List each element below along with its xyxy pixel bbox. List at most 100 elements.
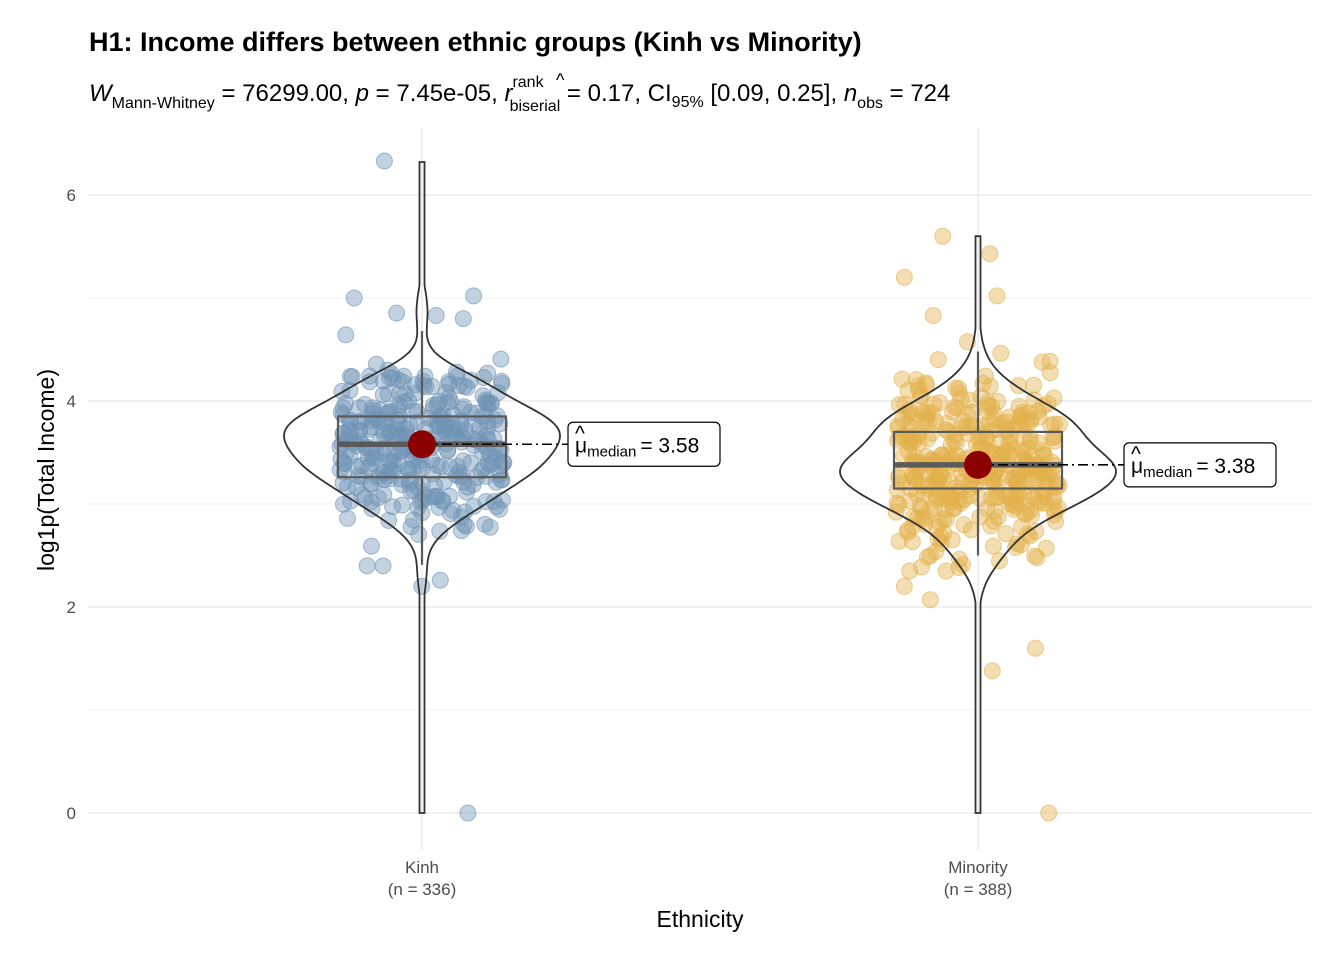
data-point	[937, 486, 955, 503]
data-point	[1041, 352, 1059, 370]
n-sub: obs	[857, 95, 883, 112]
median-label-value: = 3.58	[640, 434, 699, 457]
data-point	[341, 368, 359, 385]
data-point	[459, 804, 477, 822]
data-point	[1039, 395, 1057, 413]
data-point	[433, 491, 451, 509]
data-point	[340, 421, 358, 439]
data-point	[428, 488, 446, 506]
x-tick-label-kinh: Kinh	[405, 858, 439, 877]
data-point	[928, 518, 946, 536]
data-point	[374, 557, 392, 575]
effect-symbol: r	[504, 80, 513, 107]
data-point	[345, 289, 363, 307]
data-point	[899, 523, 917, 541]
data-point	[358, 557, 376, 575]
data-point	[1034, 465, 1052, 483]
p-value: 7.45e-05	[396, 80, 491, 107]
data-point	[997, 525, 1015, 543]
median-point	[408, 430, 436, 459]
data-point	[987, 489, 1005, 507]
data-point	[353, 457, 371, 474]
data-point	[918, 376, 935, 394]
ci-sub: 95%	[672, 94, 704, 111]
violin	[283, 161, 561, 814]
data-point	[1025, 391, 1043, 409]
data-point	[1044, 493, 1062, 511]
data-point	[363, 412, 381, 430]
data-point	[442, 392, 460, 410]
data-point	[334, 399, 352, 417]
data-point	[479, 418, 497, 436]
data-point	[890, 532, 908, 550]
group-kinh: μmedian = 3.58^	[283, 152, 721, 822]
data-point	[923, 424, 941, 442]
data-point	[919, 476, 937, 494]
data-point	[1007, 474, 1025, 492]
data-point	[424, 396, 442, 414]
violin	[839, 235, 1117, 814]
median-label-symbol: μ	[575, 434, 587, 457]
median-point	[964, 450, 992, 479]
data-point	[1008, 535, 1026, 553]
data-point	[1027, 639, 1044, 657]
effect-value: 0.17	[588, 80, 635, 107]
median-label-box	[567, 421, 721, 467]
data-point	[380, 512, 398, 529]
median-label-sub: median	[1143, 464, 1192, 481]
data-point	[1011, 408, 1029, 426]
data-point	[399, 460, 417, 478]
data-point	[492, 350, 510, 368]
data-point	[947, 379, 965, 397]
median-label-value: = 3.38	[1196, 455, 1255, 478]
data-point	[339, 478, 356, 496]
data-point	[369, 467, 387, 485]
y-axis-title: log1p(Total Income)	[33, 369, 59, 571]
data-point	[901, 492, 919, 510]
data-point	[353, 486, 371, 504]
data-point	[945, 500, 963, 518]
data-point	[942, 436, 960, 454]
data-point	[954, 556, 971, 574]
x-tick-label-minority: Minority	[948, 858, 1008, 877]
data-point	[1034, 445, 1052, 463]
data-point	[475, 459, 493, 477]
data-point	[946, 398, 964, 416]
data-point	[981, 245, 999, 263]
data-point	[979, 402, 997, 420]
data-point	[918, 548, 936, 566]
chart-title: H1: Income differs between ethnic groups…	[89, 27, 862, 57]
y-tick-label: 0	[67, 804, 76, 823]
data-point	[988, 287, 1006, 305]
data-point	[491, 500, 508, 518]
data-point	[983, 662, 1001, 680]
data-point	[366, 449, 384, 467]
y-axis-ticks: 0 2 4 6	[67, 186, 76, 823]
data-point	[934, 227, 952, 245]
data-point	[1005, 500, 1023, 518]
data-point	[1018, 505, 1035, 523]
data-point	[493, 372, 510, 390]
data-point	[961, 391, 979, 409]
data-point	[981, 377, 999, 395]
data-point	[388, 304, 406, 322]
data-point	[431, 571, 449, 589]
data-point	[375, 486, 393, 503]
box	[892, 430, 1064, 490]
effect-sub: biserial	[510, 98, 561, 115]
groups: μmedian = 3.58^μmedian = 3.38^	[283, 152, 1277, 822]
data-point	[337, 326, 355, 344]
data-point	[452, 508, 470, 526]
y-tick-label: 2	[67, 598, 76, 617]
data-point	[449, 457, 467, 475]
data-point	[971, 508, 989, 526]
ci-value: [0.09, 0.25]	[710, 80, 830, 107]
data-point	[990, 435, 1008, 452]
data-point	[1022, 410, 1040, 428]
data-point	[1030, 492, 1047, 510]
data-point	[901, 562, 919, 580]
data-point	[988, 469, 1006, 487]
data-point	[904, 518, 922, 535]
data-point	[895, 268, 913, 286]
data-point	[454, 310, 472, 328]
